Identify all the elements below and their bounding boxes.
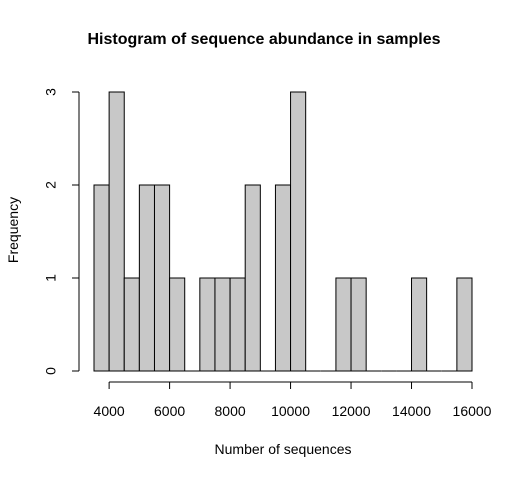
x-tick-label: 16000 (453, 403, 492, 419)
y-axis-label: Frequency (5, 196, 21, 264)
histogram-bar (244, 184, 261, 372)
x-tick-label: 8000 (215, 403, 246, 419)
x-tick-label: 6000 (154, 403, 185, 419)
histogram-bar (274, 184, 292, 372)
x-tick-label: 4000 (94, 403, 125, 419)
histogram-bar (93, 184, 110, 372)
x-tick-label: 12000 (332, 403, 371, 419)
chart-title: Histogram of sequence abundance in sampl… (87, 31, 441, 48)
histogram-bar (411, 277, 428, 372)
y-tick-label: 3 (43, 88, 59, 96)
y-tick-label: 0 (43, 367, 59, 375)
histogram-bar (108, 91, 125, 372)
histogram-bar (350, 277, 367, 372)
histogram-bar (290, 91, 307, 372)
y-tick-label: 2 (43, 181, 59, 189)
x-axis-label: Number of sequences (214, 441, 352, 457)
y-tick-label: 1 (43, 274, 59, 282)
x-tick-label: 14000 (392, 403, 431, 419)
histogram-bar (229, 277, 246, 372)
histogram-bar (153, 184, 171, 372)
x-tick-label: 10000 (271, 403, 310, 419)
histogram-bar (456, 277, 473, 372)
histogram-bar (214, 277, 231, 372)
histogram-bar (169, 277, 186, 372)
histogram-bar (123, 277, 140, 372)
histogram-bar (335, 277, 352, 372)
histogram-bar (138, 184, 155, 372)
histogram-bar (199, 277, 216, 372)
